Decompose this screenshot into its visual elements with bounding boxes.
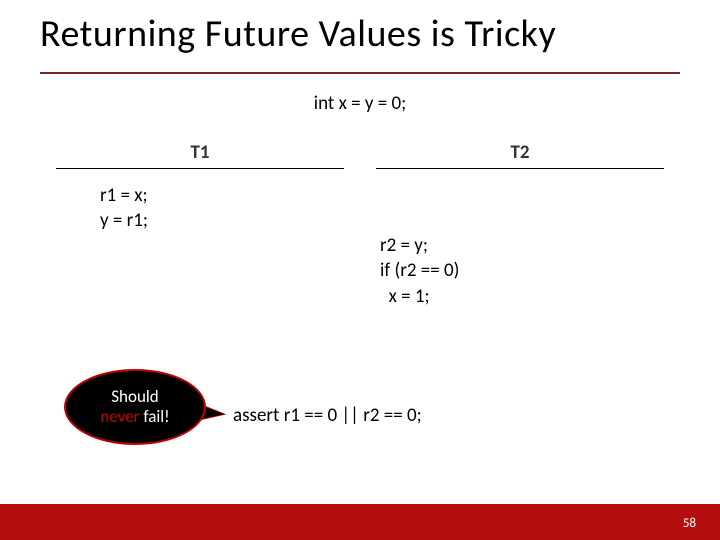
callout-never-word: never — [100, 406, 139, 427]
slide-title: Returning Future Values is Tricky — [40, 14, 680, 56]
column-t1: T1 r1 = x; y = r1; — [40, 141, 360, 310]
t2-line: r2 = y; — [380, 233, 680, 259]
callout-text-line1: Should — [111, 386, 158, 407]
column-t1-body: r1 = x; y = r1; — [40, 183, 360, 303]
t1-line: y = r1; — [100, 208, 360, 234]
callout-text-rest: fail! — [140, 406, 170, 427]
column-t2: T2 r2 = y; if (r2 == 0) x = 1; — [360, 141, 680, 310]
title-underline — [40, 72, 680, 74]
page-number: 58 — [683, 516, 696, 531]
t2-line: if (r2 == 0) — [380, 258, 680, 284]
column-t2-header: T2 — [376, 141, 664, 169]
init-code: int x = y = 0; — [0, 92, 720, 115]
thread-columns: T1 r1 = x; y = r1; T2 r2 = y; if (r2 == … — [0, 141, 720, 310]
column-t2-body: r2 = y; if (r2 == 0) x = 1; — [360, 183, 680, 310]
assert-statement: assert r1 == 0 || r2 == 0; — [233, 404, 422, 427]
column-t1-header: T1 — [56, 141, 344, 169]
t2-line: x = 1; — [380, 284, 680, 310]
callout-bubble: Should never fail! — [64, 369, 206, 445]
t1-line: r1 = x; — [100, 183, 360, 209]
callout-body: Should never fail! — [64, 369, 206, 445]
footer-bar — [0, 504, 720, 540]
